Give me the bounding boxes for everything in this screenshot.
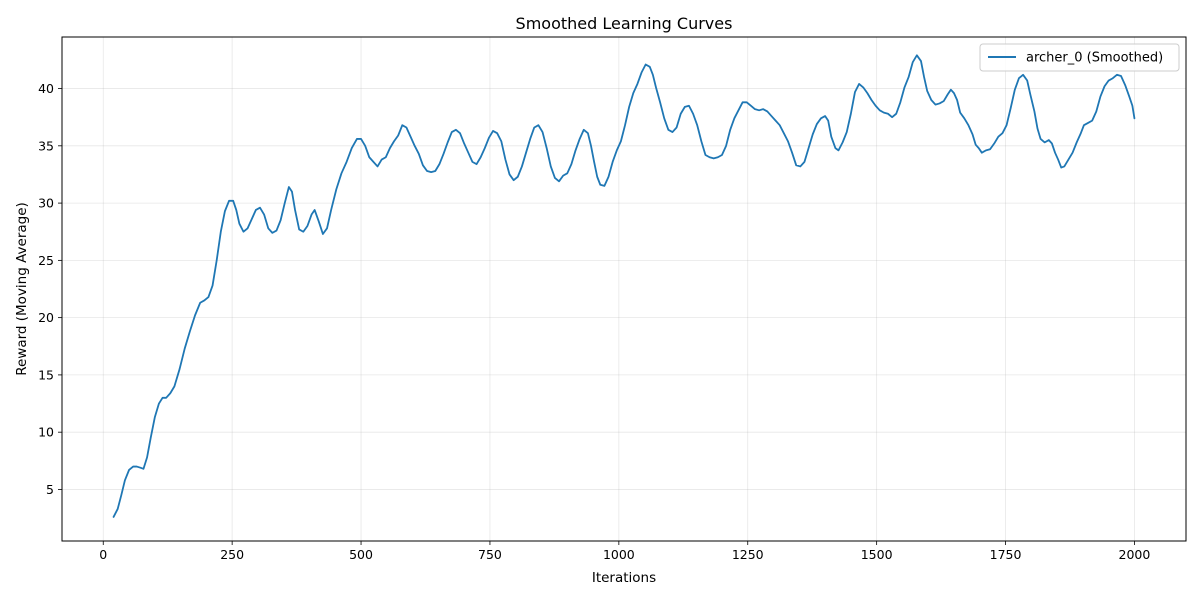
- axis-ticks: 0 250 500 750 1000 1250 1500 1750 2000 5 10 15 20 25 3…: [38, 81, 1150, 562]
- x-tick-label: 750: [478, 547, 502, 562]
- x-tick-label: 1250: [732, 547, 764, 562]
- y-tick-label: 35: [38, 138, 54, 153]
- x-tick-label: 0: [99, 547, 107, 562]
- y-tick-label: 10: [38, 425, 54, 440]
- y-tick-label: 40: [38, 81, 54, 96]
- x-tick-label: 1500: [861, 547, 893, 562]
- x-axis-label: Iterations: [592, 570, 656, 586]
- plot-frame: [61, 36, 1187, 542]
- legend-box: [979, 43, 1180, 72]
- grid: [62, 37, 1186, 541]
- legend: archer_0 (Smoothed): [979, 43, 1180, 72]
- x-tick-label: 1750: [990, 547, 1022, 562]
- series-line-archer-0: [112, 54, 1136, 518]
- y-tick-label: 25: [38, 253, 54, 268]
- y-tick-label: 30: [38, 196, 54, 211]
- x-tick-label: 250: [220, 547, 244, 562]
- y-tick-label: 15: [38, 367, 54, 382]
- chart-title: Smoothed Learning Curves: [516, 14, 733, 33]
- series-layer: [112, 54, 1136, 518]
- y-tick-label: 20: [38, 310, 54, 325]
- y-axis-label: Reward (Moving Average): [14, 202, 30, 376]
- y-tick-label: 5: [46, 482, 54, 497]
- x-tick-label: 1000: [603, 547, 635, 562]
- x-tick-label: 2000: [1119, 547, 1151, 562]
- x-tick-label: 500: [349, 547, 373, 562]
- legend-label: archer_0 (Smoothed): [1026, 51, 1163, 66]
